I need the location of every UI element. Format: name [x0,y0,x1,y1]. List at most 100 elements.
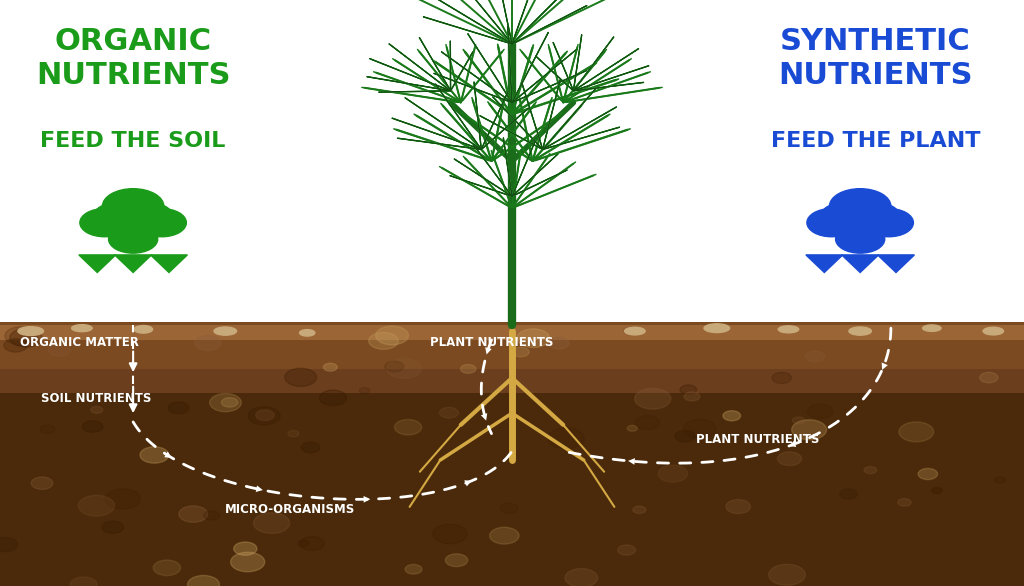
Circle shape [221,398,238,407]
Circle shape [48,344,71,356]
Circle shape [932,488,942,493]
Polygon shape [454,159,512,196]
Text: FEED THE SOIL: FEED THE SOIL [40,131,226,151]
Polygon shape [573,49,639,91]
Polygon shape [392,118,481,149]
Polygon shape [370,59,451,91]
Circle shape [501,503,518,513]
Text: PLANT NUTRIENTS: PLANT NUTRIENTS [430,336,553,349]
Polygon shape [450,176,512,196]
Circle shape [726,499,751,514]
Circle shape [844,213,877,232]
Polygon shape [474,82,481,149]
Circle shape [840,489,857,499]
Circle shape [772,372,792,383]
Circle shape [864,466,877,473]
Polygon shape [435,84,481,149]
Circle shape [445,554,468,567]
Circle shape [385,361,403,372]
Circle shape [489,527,519,544]
Circle shape [899,422,934,442]
Circle shape [359,387,370,394]
Polygon shape [512,32,549,103]
Polygon shape [115,255,152,272]
Circle shape [633,506,646,513]
Circle shape [288,431,299,437]
Polygon shape [79,255,116,272]
Circle shape [675,431,695,442]
Circle shape [512,347,529,357]
Circle shape [658,465,688,482]
Circle shape [101,521,124,533]
Ellipse shape [72,325,92,332]
Circle shape [805,351,824,362]
Circle shape [300,537,325,550]
Polygon shape [454,0,512,44]
Polygon shape [397,138,481,149]
Polygon shape [512,49,577,103]
Ellipse shape [299,329,315,336]
Circle shape [94,203,135,227]
Circle shape [210,394,242,412]
Circle shape [102,189,164,224]
Polygon shape [434,73,512,103]
Polygon shape [543,127,620,149]
Circle shape [40,425,55,434]
Polygon shape [543,107,616,149]
Polygon shape [441,52,512,103]
Circle shape [565,568,598,586]
Circle shape [248,407,281,425]
Circle shape [807,404,833,418]
Ellipse shape [625,327,645,335]
FancyBboxPatch shape [0,322,1024,369]
Circle shape [117,213,150,232]
Polygon shape [522,83,543,149]
Circle shape [793,417,805,424]
Circle shape [324,363,337,371]
Circle shape [204,511,219,520]
Circle shape [137,209,186,237]
Circle shape [864,209,913,237]
Circle shape [230,552,265,572]
Circle shape [131,203,172,227]
Circle shape [140,447,169,463]
Ellipse shape [778,326,799,333]
Circle shape [627,425,638,431]
Polygon shape [468,33,512,103]
Polygon shape [481,91,508,149]
Circle shape [187,575,219,586]
Polygon shape [543,89,596,149]
Circle shape [105,489,140,509]
Polygon shape [493,97,543,149]
Polygon shape [512,154,558,196]
Circle shape [319,390,346,406]
Polygon shape [379,91,451,92]
Circle shape [168,402,188,414]
Ellipse shape [705,323,729,333]
Circle shape [406,564,422,574]
Polygon shape [512,141,535,196]
Circle shape [233,542,257,556]
Ellipse shape [17,327,43,335]
Ellipse shape [983,327,1004,335]
Polygon shape [451,52,473,91]
Circle shape [5,326,37,345]
Circle shape [994,477,1006,483]
Circle shape [376,326,409,345]
Circle shape [769,564,805,585]
Circle shape [369,332,398,349]
Circle shape [80,209,129,237]
Polygon shape [508,26,512,103]
Circle shape [836,225,885,253]
Circle shape [31,477,53,489]
Circle shape [548,428,585,449]
Circle shape [858,203,899,227]
Polygon shape [573,66,649,91]
Circle shape [807,209,856,237]
Circle shape [723,411,740,421]
FancyBboxPatch shape [0,340,1024,586]
Text: SYNTHETIC
NUTRIENTS: SYNTHETIC NUTRIENTS [778,28,973,90]
Circle shape [91,407,102,413]
Circle shape [254,513,290,533]
Polygon shape [404,98,481,149]
